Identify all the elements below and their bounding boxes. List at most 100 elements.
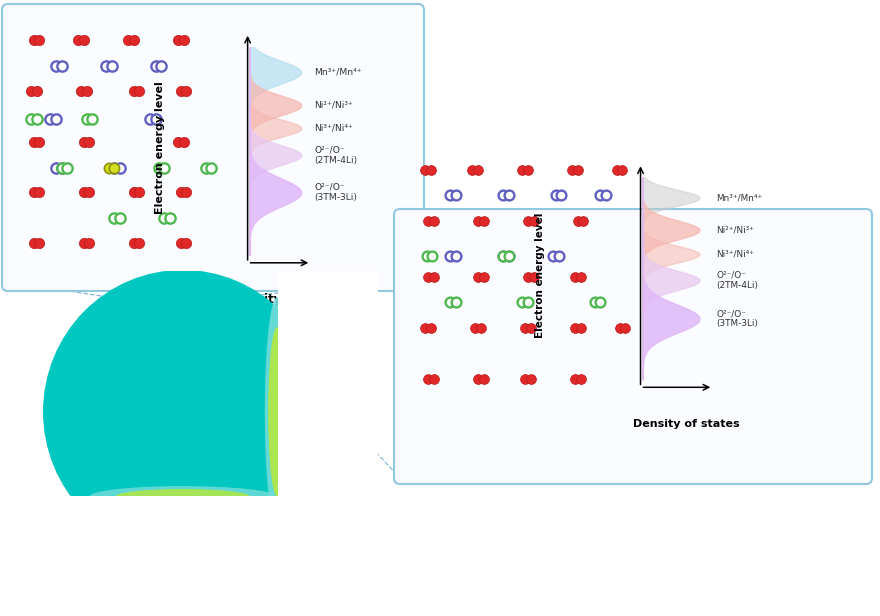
Ellipse shape <box>115 489 250 504</box>
Point <box>574 323 588 333</box>
Point <box>618 323 632 333</box>
Point <box>30 86 44 95</box>
Text: Density of states: Density of states <box>633 419 740 429</box>
Point <box>82 137 96 147</box>
Ellipse shape <box>77 305 288 519</box>
Point <box>516 297 530 307</box>
Text: Electron energy level: Electron energy level <box>535 213 546 338</box>
Point <box>427 272 441 282</box>
Point <box>471 374 485 384</box>
Ellipse shape <box>178 408 187 416</box>
Ellipse shape <box>141 370 224 454</box>
Ellipse shape <box>150 380 215 444</box>
Point <box>121 35 136 45</box>
Point <box>549 190 563 200</box>
Point <box>55 163 69 172</box>
Ellipse shape <box>62 289 304 535</box>
Point <box>425 251 439 261</box>
Point <box>174 86 188 95</box>
Point <box>85 113 99 123</box>
Point <box>526 216 540 226</box>
Point <box>568 272 583 282</box>
Point <box>449 251 463 261</box>
Point <box>127 238 141 248</box>
Ellipse shape <box>108 336 257 487</box>
Text: Mn³⁺/Mn⁴⁺: Mn³⁺/Mn⁴⁺ <box>716 193 763 202</box>
Ellipse shape <box>121 350 244 473</box>
Text: Density of states: Density of states <box>231 293 344 306</box>
Point <box>33 187 47 197</box>
Polygon shape <box>278 265 399 597</box>
Ellipse shape <box>60 287 305 536</box>
Ellipse shape <box>43 270 322 554</box>
Point <box>33 238 47 248</box>
Point <box>444 251 458 261</box>
Point <box>612 323 627 333</box>
Ellipse shape <box>67 294 298 529</box>
Point <box>30 113 44 123</box>
Ellipse shape <box>168 397 197 426</box>
Point <box>55 163 69 172</box>
Point <box>568 323 583 333</box>
Ellipse shape <box>116 345 249 479</box>
Point <box>593 297 607 307</box>
Point <box>546 251 560 261</box>
Point <box>593 190 607 200</box>
Point <box>33 137 47 147</box>
Ellipse shape <box>146 375 220 449</box>
Ellipse shape <box>99 328 266 496</box>
Ellipse shape <box>54 280 312 543</box>
Point <box>71 35 85 45</box>
FancyBboxPatch shape <box>394 209 872 484</box>
Point <box>180 187 194 197</box>
Ellipse shape <box>130 359 235 464</box>
Point <box>158 213 172 223</box>
Point <box>521 165 535 175</box>
Polygon shape <box>278 265 399 597</box>
Point <box>496 251 510 261</box>
Ellipse shape <box>76 303 290 521</box>
Ellipse shape <box>149 378 216 445</box>
Point <box>521 216 535 226</box>
Point <box>610 165 624 175</box>
Point <box>49 61 63 71</box>
Point <box>49 163 63 172</box>
Point <box>113 213 127 223</box>
Ellipse shape <box>81 308 284 515</box>
Point <box>149 113 163 123</box>
Point <box>43 113 57 123</box>
Point <box>127 35 141 45</box>
Point <box>127 187 141 197</box>
Point <box>554 190 568 200</box>
Point <box>77 187 91 197</box>
Text: Electron energy level: Electron energy level <box>155 81 165 214</box>
Point <box>180 86 194 95</box>
Point <box>496 251 510 261</box>
Text: Mn ion: Mn ion <box>310 431 361 445</box>
Point <box>174 238 188 248</box>
Point <box>102 163 116 172</box>
Ellipse shape <box>92 320 273 503</box>
Ellipse shape <box>74 301 291 522</box>
Point <box>149 61 163 71</box>
Point <box>420 251 434 261</box>
Point <box>132 238 146 248</box>
Point <box>449 297 463 307</box>
Text: O²⁻/O⁻
(3TM-3Li): O²⁻/O⁻ (3TM-3Li) <box>716 309 759 328</box>
Ellipse shape <box>265 298 290 526</box>
Ellipse shape <box>115 343 251 480</box>
Ellipse shape <box>101 329 264 494</box>
Circle shape <box>281 426 299 444</box>
Text: Mn³⁺/Mn⁴⁺: Mn³⁺/Mn⁴⁺ <box>314 68 362 77</box>
Point <box>615 165 629 175</box>
Point <box>502 251 516 261</box>
Ellipse shape <box>175 404 190 419</box>
Point <box>421 272 435 282</box>
Ellipse shape <box>139 368 226 456</box>
Point <box>476 272 490 282</box>
Point <box>471 272 485 282</box>
Ellipse shape <box>120 349 246 475</box>
Ellipse shape <box>45 272 320 552</box>
Ellipse shape <box>128 357 237 466</box>
Point <box>524 374 538 384</box>
